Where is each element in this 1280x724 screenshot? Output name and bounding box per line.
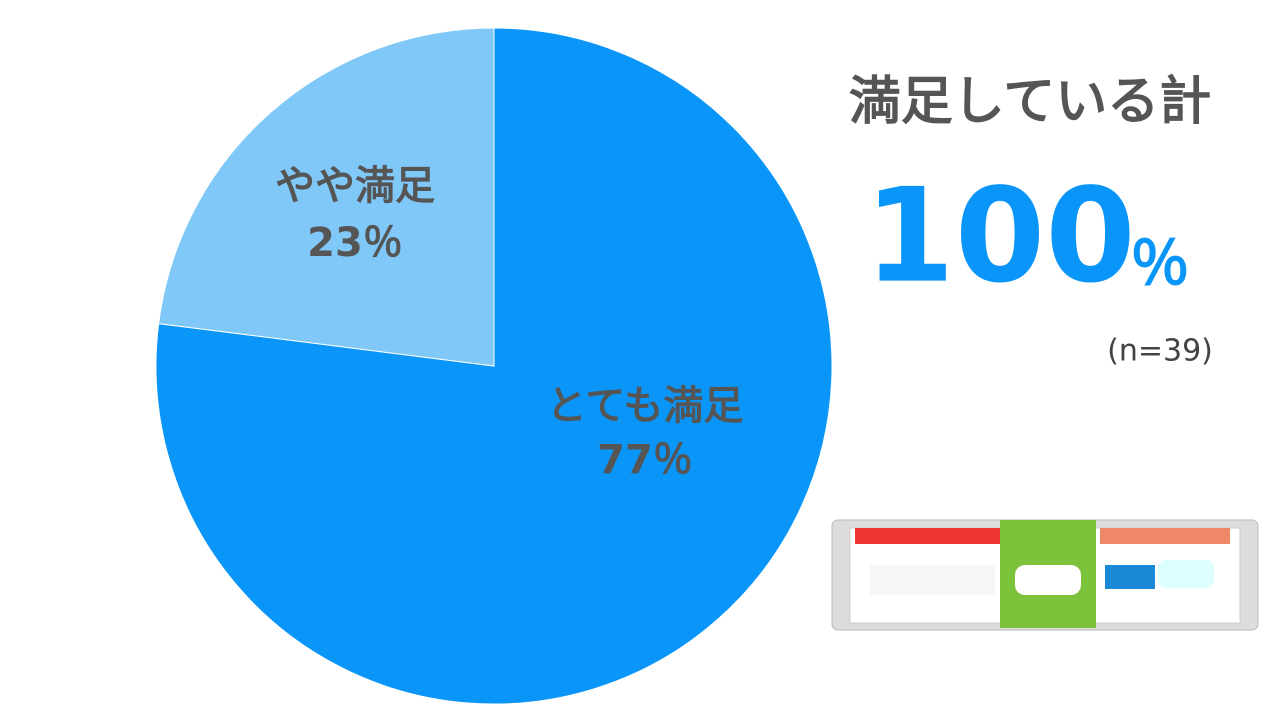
total-unit: ％ xyxy=(1130,230,1190,300)
pie-slice xyxy=(158,27,495,367)
heading: 満足している計 xyxy=(849,72,1211,132)
pie-slice xyxy=(155,27,833,705)
slice-value: 77％ xyxy=(597,437,693,483)
slice-label: とても満足 xyxy=(547,383,744,429)
product-image xyxy=(831,519,1259,631)
slice-value: 23％ xyxy=(307,220,403,266)
sample-size: (n=39) xyxy=(1107,334,1213,369)
total-value: 100 xyxy=(864,160,1135,312)
slice-label: やや満足 xyxy=(275,163,435,209)
